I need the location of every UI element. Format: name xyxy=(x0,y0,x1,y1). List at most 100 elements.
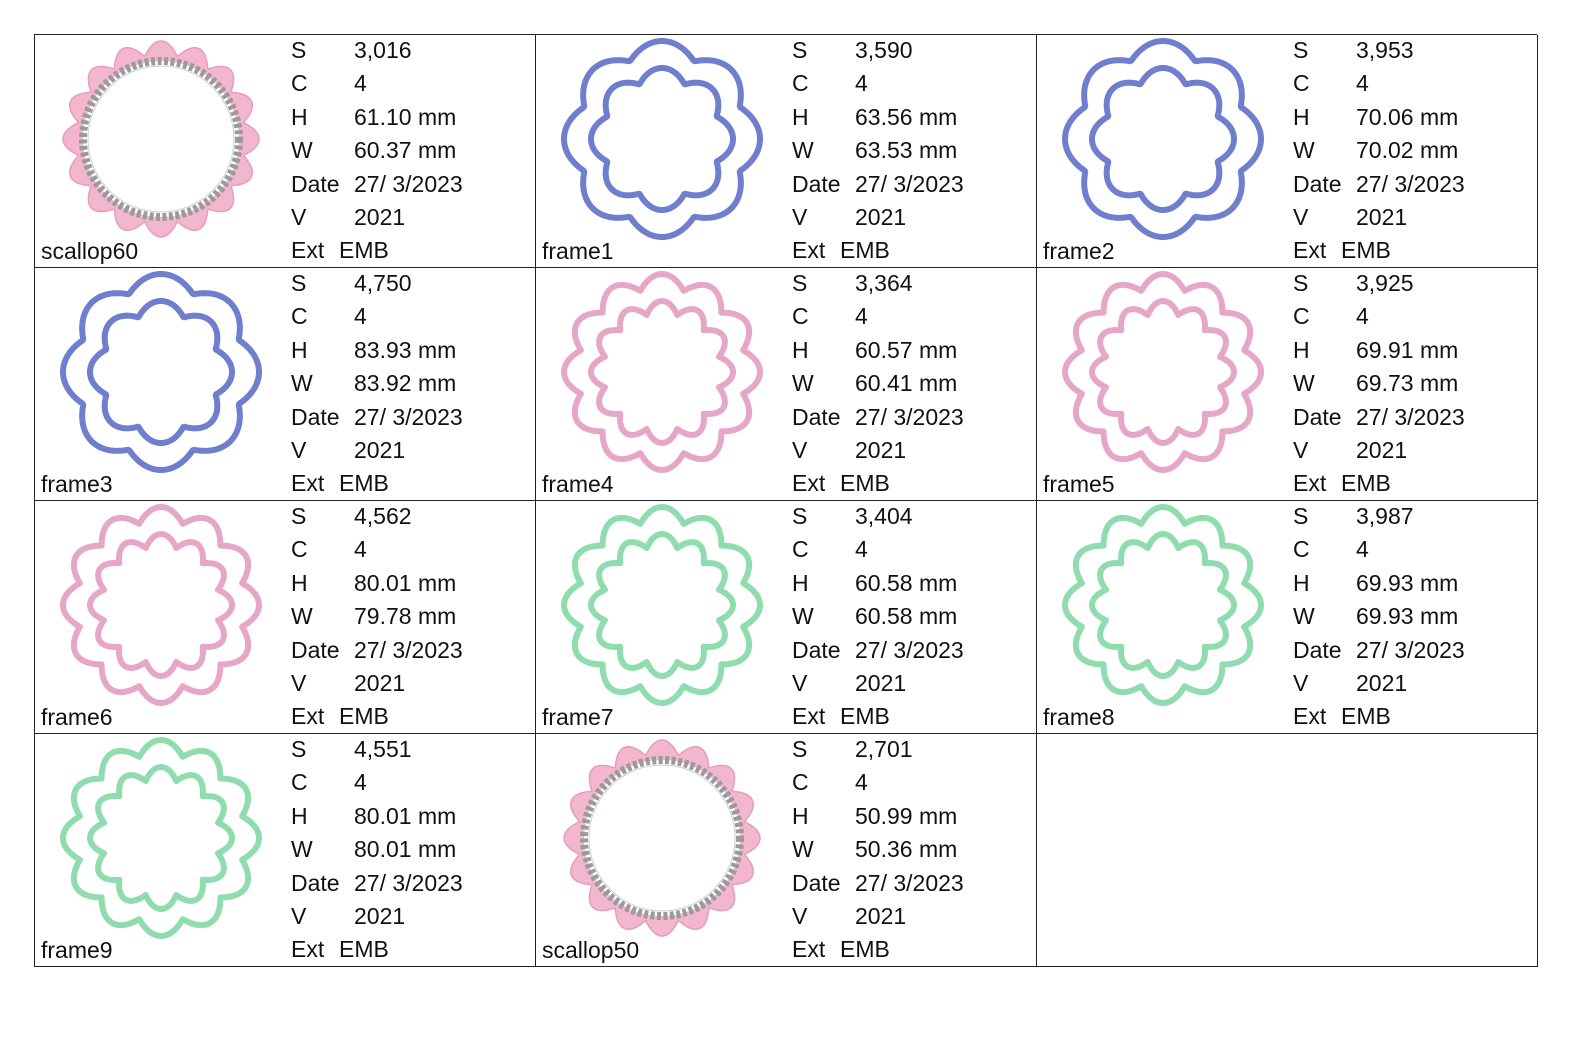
spec-value-date: 27/ 3/2023 xyxy=(855,170,964,197)
spec-row-stitches: S 3,925 xyxy=(1293,268,1533,301)
spec-value-extension: EMB xyxy=(339,936,389,963)
spec-label-height: H xyxy=(291,336,308,363)
spec-label-version: V xyxy=(1293,436,1309,463)
spec-value-extension: EMB xyxy=(339,237,389,264)
spec-row-version: V 2021 xyxy=(291,435,531,468)
spec-label-stitches: S xyxy=(291,270,307,296)
spec-label-stitches: S xyxy=(792,37,808,63)
spec-value-height: 69.91 mm xyxy=(1356,336,1459,363)
spec-row-version: V 2021 xyxy=(1293,435,1533,468)
spec-value-version: 2021 xyxy=(354,203,406,230)
spec-row-date: Date 27/ 3/2023 xyxy=(291,635,531,668)
spec-label-extension: Ext xyxy=(792,470,826,497)
spec-value-width: 79.78 mm xyxy=(354,603,457,630)
design-card: frame7 S 3,404 C 4 H 60.58 mm W 60.58 mm Date 27/ … xyxy=(536,501,1037,734)
spec-label-extension: Ext xyxy=(1293,470,1327,497)
inner-scallop-line xyxy=(87,764,235,912)
inner-scallop-line xyxy=(87,298,235,446)
spec-label-extension: Ext xyxy=(792,703,826,730)
spec-value-colors: 4 xyxy=(1356,536,1369,563)
spec-value-date: 27/ 3/2023 xyxy=(354,636,463,663)
spec-label-version: V xyxy=(792,436,808,463)
spec-row-stitches: S 4,551 xyxy=(291,734,531,767)
spec-value-date: 27/ 3/2023 xyxy=(855,636,964,663)
spec-row-date: Date 27/ 3/2023 xyxy=(291,169,531,202)
spec-row-width: W 69.93 mm xyxy=(1293,601,1533,634)
spec-label-stitches: S xyxy=(291,37,307,63)
spec-row-version: V 2021 xyxy=(291,901,531,934)
spec-value-colors: 4 xyxy=(1356,70,1369,97)
spec-label-version: V xyxy=(291,902,307,929)
spec-label-date: Date xyxy=(1293,170,1342,197)
design-name: scallop50 xyxy=(542,937,640,963)
spec-row-stitches: S 3,016 xyxy=(291,35,531,68)
spec-row-version: V 2021 xyxy=(1293,202,1533,235)
bead-ring xyxy=(79,57,243,221)
design-spec-list: S 3,925 C 4 H 69.91 mm W 69.73 mm Date 27/ 3/2023… xyxy=(1293,268,1533,500)
spec-value-version: 2021 xyxy=(354,436,406,463)
inner-scallop-line xyxy=(588,65,736,213)
inner-scallop-line xyxy=(1089,65,1237,213)
spec-value-colors: 4 xyxy=(855,769,868,796)
spec-row-width: W 69.73 mm xyxy=(1293,368,1533,401)
spec-label-width: W xyxy=(291,370,313,397)
spec-row-version: V 2021 xyxy=(792,901,1032,934)
spec-label-extension: Ext xyxy=(1293,703,1327,730)
spec-value-stitches: 3,404 xyxy=(855,503,913,529)
design-thumbnail xyxy=(55,734,267,942)
spec-label-extension: Ext xyxy=(291,936,325,963)
spec-row-date: Date 27/ 3/2023 xyxy=(1293,635,1533,668)
spec-row-date: Date 27/ 3/2023 xyxy=(1293,169,1533,202)
spec-value-width: 69.93 mm xyxy=(1356,603,1459,630)
spec-row-width: W 50.36 mm xyxy=(792,834,1032,867)
spec-value-version: 2021 xyxy=(354,902,406,929)
spec-row-extension: Ext EMB xyxy=(291,468,531,500)
spec-label-extension: Ext xyxy=(1293,237,1327,264)
spec-label-height: H xyxy=(792,802,809,829)
spec-value-date: 27/ 3/2023 xyxy=(1356,636,1465,663)
spec-value-date: 27/ 3/2023 xyxy=(354,869,463,896)
design-name: frame8 xyxy=(1043,704,1115,730)
spec-label-height: H xyxy=(291,802,308,829)
spec-value-stitches: 4,750 xyxy=(354,270,412,296)
spec-label-height: H xyxy=(1293,569,1310,596)
spec-value-extension: EMB xyxy=(339,470,389,497)
spec-label-version: V xyxy=(291,436,307,463)
design-thumbnail xyxy=(556,268,768,476)
spec-row-extension: Ext EMB xyxy=(291,934,531,966)
spec-label-extension: Ext xyxy=(792,936,826,963)
spec-row-height: H 80.01 mm xyxy=(291,801,531,834)
spec-value-stitches: 3,016 xyxy=(354,37,412,63)
spec-row-extension: Ext EMB xyxy=(1293,235,1533,267)
spec-row-width: W 80.01 mm xyxy=(291,834,531,867)
outer-scallop-line xyxy=(60,504,262,706)
spec-row-stitches: S 3,953 xyxy=(1293,35,1533,68)
spec-row-date: Date 27/ 3/2023 xyxy=(792,402,1032,435)
design-thumbnail xyxy=(55,35,267,243)
spec-row-stitches: S 4,562 xyxy=(291,501,531,534)
spec-label-colors: C xyxy=(291,303,308,330)
spec-label-stitches: S xyxy=(792,270,808,296)
spec-row-stitches: S 3,404 xyxy=(792,501,1032,534)
empty-cell xyxy=(1037,734,1538,967)
spec-label-date: Date xyxy=(1293,636,1342,663)
spec-label-width: W xyxy=(291,603,313,630)
spec-label-height: H xyxy=(291,569,308,596)
spec-value-height: 50.99 mm xyxy=(855,802,958,829)
spec-value-date: 27/ 3/2023 xyxy=(354,170,463,197)
design-card: scallop60 S 3,016 C 4 H 61.10 mm W 60.37 mm Date 2… xyxy=(35,35,536,268)
spec-label-stitches: S xyxy=(792,736,808,762)
spec-row-extension: Ext EMB xyxy=(792,235,1032,267)
outer-scallop-line xyxy=(1062,271,1264,473)
spec-value-colors: 4 xyxy=(1356,303,1369,330)
spec-label-width: W xyxy=(1293,370,1315,397)
spec-label-width: W xyxy=(1293,137,1315,164)
design-card: frame9 S 4,551 C 4 H 80.01 mm W 80.01 mm Date 27/ … xyxy=(35,734,536,967)
spec-row-height: H 50.99 mm xyxy=(792,801,1032,834)
spec-value-date: 27/ 3/2023 xyxy=(1356,403,1465,430)
